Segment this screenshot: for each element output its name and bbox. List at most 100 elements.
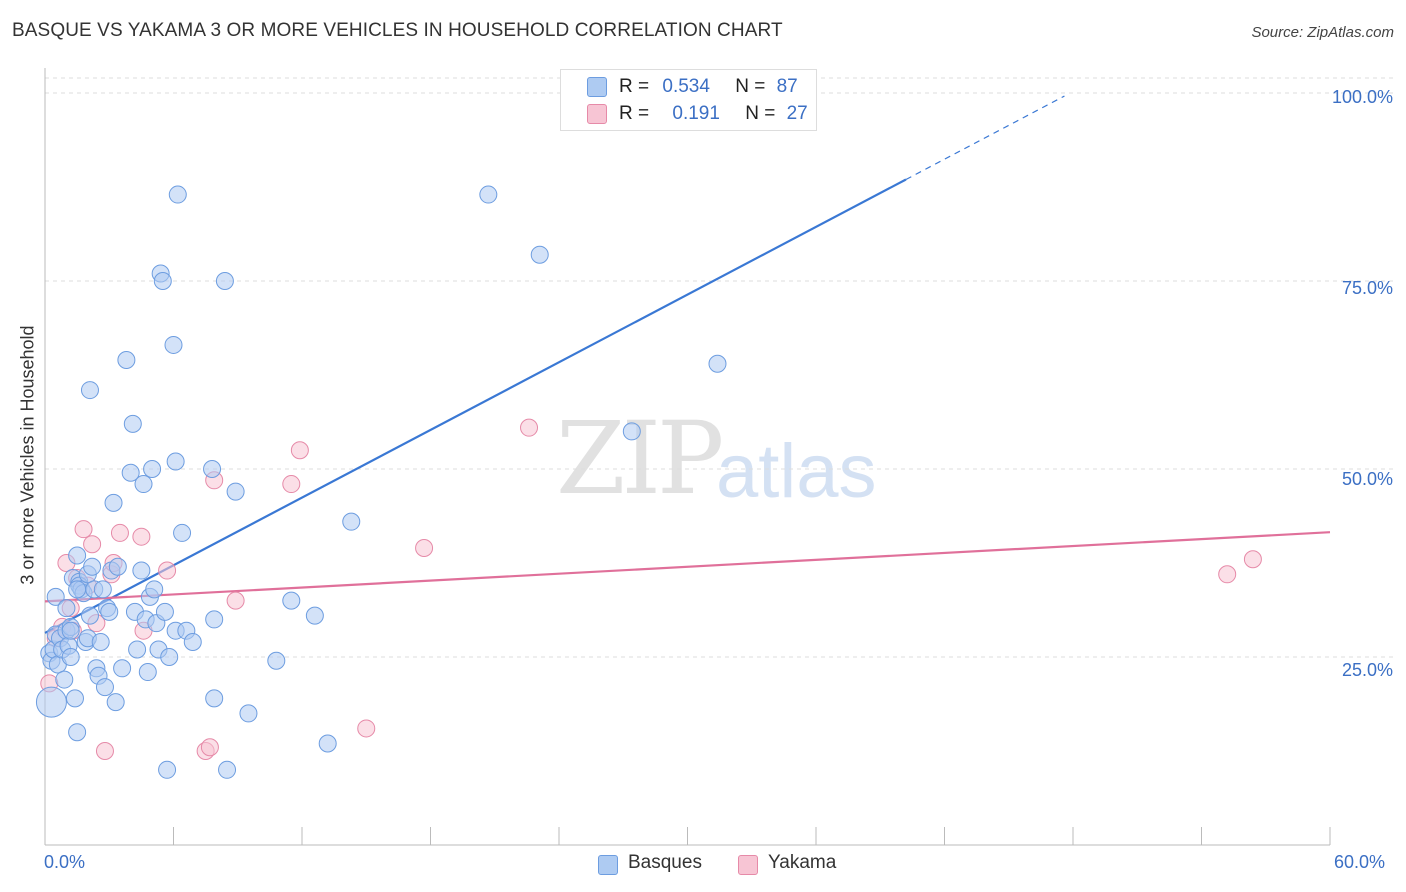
- r-label: R =: [619, 76, 650, 97]
- basques-point: [218, 760, 237, 779]
- basques-point: [61, 648, 80, 667]
- basques-point: [479, 185, 498, 204]
- basques-trend-extension: [905, 95, 1065, 181]
- source-label: Source: ZipAtlas.com: [1251, 24, 1394, 41]
- trend-lines: [44, 95, 1331, 634]
- chart-title: BASQUE VS YAKAMA 3 OR MORE VEHICLES IN H…: [12, 20, 783, 41]
- legend-basques-swatch: [598, 855, 618, 875]
- legend-basques-label: Basques: [628, 852, 702, 873]
- yakama-point: [1243, 550, 1262, 569]
- basques-point: [143, 460, 162, 479]
- yakama-point: [158, 561, 177, 580]
- watermark-zip: ZIP: [556, 400, 724, 517]
- basques-point: [108, 557, 127, 576]
- y-tick-label-100: 100.0%: [1331, 87, 1393, 107]
- basques-point: [267, 651, 286, 670]
- basques-point: [173, 523, 192, 542]
- basques-point: [134, 475, 153, 494]
- yakama-point: [282, 475, 301, 494]
- basques-point: [239, 704, 258, 723]
- basques-point: [55, 670, 74, 689]
- basques-point: [132, 561, 151, 580]
- basques-point: [104, 493, 123, 512]
- yakama-point: [1218, 565, 1237, 584]
- basques-point: [93, 580, 112, 599]
- basques-point: [622, 422, 641, 441]
- yakama-swatch: [587, 104, 607, 124]
- y-tick-label-50: 50.0%: [1341, 469, 1393, 489]
- basques-point: [117, 350, 136, 369]
- r-value: 0.534: [662, 76, 710, 97]
- yakama-point: [83, 535, 102, 554]
- basques-point: [164, 335, 183, 354]
- basques-point: [183, 632, 202, 651]
- yakama-point: [357, 719, 376, 738]
- yakama-point: [74, 520, 93, 539]
- basques-point: [138, 663, 157, 682]
- basques-point: [168, 185, 187, 204]
- basques-point: [80, 606, 99, 625]
- basques-point: [226, 482, 245, 501]
- basques-point: [80, 381, 99, 400]
- y-axis-label: 3 or more Vehicles in Household: [17, 325, 38, 585]
- basques-point: [153, 272, 172, 291]
- yakama-point: [415, 538, 434, 557]
- yakama-point: [95, 742, 114, 761]
- basques-point: [128, 640, 147, 659]
- n-label: N =: [745, 103, 776, 124]
- n-value: 87: [776, 76, 798, 97]
- basques-point: [158, 760, 177, 779]
- basques-point: [57, 599, 76, 618]
- n-value: 27: [786, 103, 808, 124]
- basques-point: [68, 723, 87, 742]
- basques-point: [155, 602, 174, 621]
- watermark-atlas: atlas: [716, 429, 877, 514]
- basques-point: [121, 463, 140, 482]
- legend-row-basques: R = 0.534 N = 87: [619, 76, 798, 98]
- basques-point: [83, 557, 102, 576]
- yakama-point: [226, 591, 245, 610]
- r-label: R =: [619, 103, 650, 124]
- basques-point: [46, 587, 65, 606]
- basques-point: [100, 602, 119, 621]
- axes: [44, 68, 1331, 846]
- yakama-point: [132, 527, 151, 546]
- r-value: 0.191: [672, 103, 720, 124]
- n-label: N =: [735, 76, 766, 97]
- basques-point: [68, 546, 87, 565]
- basques-point: [205, 610, 224, 629]
- yakama-point: [290, 441, 309, 460]
- yakama-point: [200, 738, 219, 757]
- legend-yakama-swatch: [738, 855, 758, 875]
- basques-point: [91, 632, 110, 651]
- basques-point: [708, 354, 727, 373]
- legend-stats: R = 0.534 N = 87 R = 0.191 N = 27: [560, 69, 817, 131]
- basques-point: [65, 689, 84, 708]
- basques-swatch: [587, 77, 607, 97]
- y-tick-label-75: 75.0%: [1341, 278, 1393, 298]
- basques-point: [318, 734, 337, 753]
- basques-point: [95, 678, 114, 697]
- basques-point: [530, 245, 549, 264]
- basques-trend-line: [44, 178, 907, 634]
- basques-point: [205, 689, 224, 708]
- x-tick-label-min: 0.0%: [44, 852, 86, 872]
- basques-point: [68, 580, 87, 599]
- yakama-trend-line: [44, 531, 1331, 603]
- basques-point: [113, 659, 132, 678]
- basques-point: [35, 686, 67, 718]
- legend-yakama-label: Yakama: [768, 852, 837, 873]
- data-points: [35, 87, 1262, 779]
- x-tick-label-max: 60.0%: [1334, 852, 1386, 872]
- basques-point: [145, 580, 164, 599]
- yakama-point: [520, 418, 539, 437]
- basques-point: [160, 648, 179, 667]
- yakama-point: [110, 523, 129, 542]
- basques-point: [203, 460, 222, 479]
- basques-point: [106, 693, 125, 712]
- basques-point: [342, 512, 361, 531]
- basques-point: [166, 452, 185, 471]
- basques-point: [123, 414, 142, 433]
- basques-point: [61, 621, 80, 640]
